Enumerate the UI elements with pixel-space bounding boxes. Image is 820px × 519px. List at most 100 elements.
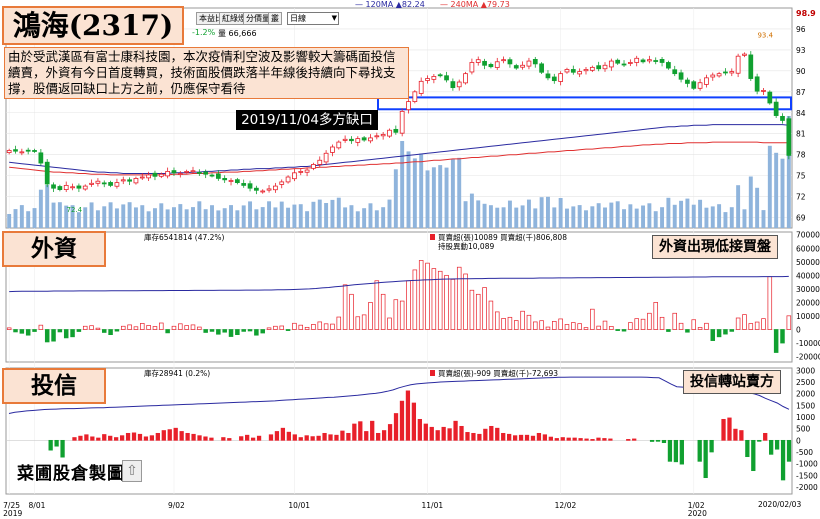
foreign-bar (602, 320, 608, 330)
volume-bar (748, 176, 753, 228)
volume-bar (685, 198, 690, 228)
candle-body (101, 182, 107, 185)
trust-bar (501, 432, 506, 441)
candle-body (273, 185, 278, 191)
traffic-light-button[interactable]: 紅綠燈 (219, 12, 249, 25)
trust-bar (131, 432, 137, 441)
trust-bar (465, 432, 470, 441)
foreign-bar (621, 329, 627, 332)
foreign-bar (697, 327, 703, 330)
trust-bar (435, 430, 440, 441)
trust-bar (173, 427, 178, 441)
foreign-bar (571, 322, 576, 330)
foreign-bar (659, 316, 665, 330)
candle-body (393, 128, 399, 133)
trust-bar (590, 439, 595, 441)
foreign-bar (564, 324, 570, 330)
volume-bar (368, 203, 373, 228)
volume-bar (292, 204, 297, 228)
foreign-bar (114, 329, 120, 332)
trust-bar (566, 437, 571, 441)
foreign-bar (418, 260, 424, 330)
trust-bar (280, 427, 286, 441)
volume-bar (526, 199, 531, 228)
candle-body (374, 135, 380, 138)
volume-bar (590, 206, 595, 228)
foreign-bar (526, 314, 532, 330)
trust-bar (667, 439, 673, 462)
candle-body (222, 178, 228, 181)
volume-bar (552, 207, 557, 228)
foreign-bar (197, 326, 202, 330)
candle-body (558, 73, 564, 82)
volume-bar (488, 205, 493, 228)
candle-body (158, 173, 164, 177)
candle-body (761, 90, 766, 92)
foreign-tick-label: 10000 (796, 312, 820, 321)
foreign-tick-label: -20000 (796, 353, 820, 362)
foreign-bar (754, 321, 760, 330)
period-select[interactable]: 日線 ▼ (287, 12, 339, 25)
trust-bar (78, 435, 83, 441)
candle-body (469, 62, 475, 73)
candle-body (234, 179, 240, 184)
volume-bar (571, 206, 576, 228)
candle-body (450, 81, 456, 89)
volume-bar (476, 200, 481, 228)
trust-tick-label: 3000 (796, 366, 815, 375)
trust-header-text: 庫存28941 (0.2%) (144, 368, 210, 378)
foreign-bar (494, 311, 500, 330)
volume-bar (235, 210, 240, 228)
trust-bar (721, 418, 726, 441)
candle-body (285, 176, 291, 183)
trust-bar (310, 436, 315, 441)
arrow-up-icon: ⇧ (122, 460, 142, 482)
foreign-bar (342, 284, 348, 330)
candle-body (165, 171, 171, 177)
volume-bar (761, 210, 766, 228)
volume-bar (406, 151, 411, 228)
candle-body (475, 59, 481, 63)
trust-tick-label: 2500 (796, 378, 815, 387)
candle-body (742, 53, 747, 56)
candle-body (463, 73, 468, 84)
price-tick-label: 87 (796, 88, 806, 97)
candle-body (780, 115, 785, 121)
trust-bar (185, 432, 190, 441)
volume-bar (539, 197, 544, 228)
foreign-bar (406, 280, 411, 330)
foreign-bar (266, 327, 272, 330)
foreign-bar (44, 329, 50, 343)
foreign-bar (704, 322, 709, 330)
volume-bar (615, 201, 620, 228)
foreign-legend-sub: 持股異動10,089 (438, 241, 494, 251)
trust-bar (137, 433, 143, 441)
candle-body (602, 64, 608, 70)
foreign-bar (514, 320, 519, 330)
volume-bar (146, 211, 151, 228)
volume-bar (501, 207, 506, 228)
foreign-tick-label: 70000 (796, 231, 820, 240)
foreign-legend-swatch (430, 234, 435, 240)
price-tick-label: 72 (796, 193, 806, 202)
foreign-bar (767, 276, 773, 330)
candle-body (494, 61, 500, 68)
candle-body (545, 73, 551, 79)
foreign-bar (209, 329, 215, 332)
foreign-bar (203, 329, 208, 333)
trust-bar (167, 429, 172, 441)
trust-bar (256, 435, 262, 441)
trust-title: 投信 (2, 368, 106, 404)
trust-tick-label: 1000 (796, 413, 815, 422)
volume-bar (755, 187, 760, 228)
foreign-bar (121, 325, 126, 330)
volume-bar (596, 203, 601, 228)
foreign-bar (190, 324, 196, 330)
price-tick-label: 93 (796, 46, 806, 55)
volume-bar (210, 205, 214, 228)
candle-body (672, 69, 678, 75)
trust-bar (542, 434, 548, 441)
volume-bar (178, 204, 183, 228)
volume-bar (647, 203, 652, 228)
cluster-button[interactable]: 叢 (268, 12, 282, 25)
